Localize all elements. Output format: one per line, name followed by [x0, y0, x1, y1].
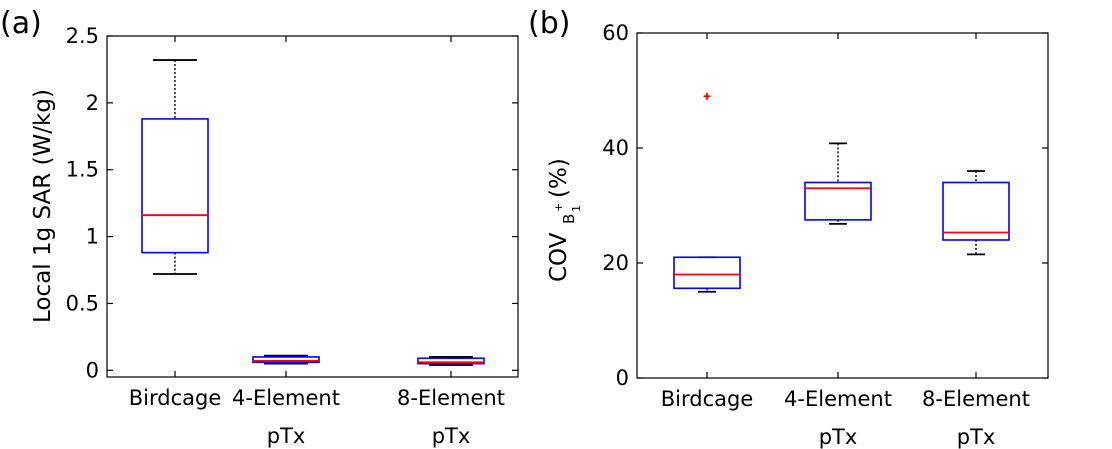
ytick-label: 0: [86, 358, 99, 382]
panel-a: (a) Local 1g SAR (W/kg) 0 0.5 1 1.5 2 2.5 Bir…: [0, 6, 519, 448]
panel-b-ylabel: COV B + 1 (%): [546, 158, 583, 282]
panel-a-ylabel: Local 1g SAR (W/kg): [30, 89, 56, 323]
xtick-label: pTx: [267, 424, 306, 448]
ytick-label: 1.5: [66, 158, 99, 182]
xtick-label: Birdcage: [129, 386, 222, 410]
panel-b-ylabel-suffix: (%): [546, 158, 572, 198]
ytick-label: 40: [602, 136, 629, 160]
panel-b-ylabel-sub: B: [560, 214, 578, 224]
xtick-label: 8-Element: [922, 387, 1030, 411]
ytick-label: 20: [602, 251, 629, 275]
iqr-box: [804, 181, 872, 221]
panel-b-label: (b): [528, 6, 570, 41]
panel-b-axes: [636, 32, 1049, 379]
panel-b-ylabel-main: COV: [546, 232, 572, 282]
xtick-label: 8-Element: [397, 386, 505, 410]
panel-a-axes: [106, 35, 519, 378]
ytick-label: 0.5: [66, 291, 99, 315]
ytick-label: 2.5: [66, 24, 99, 48]
panel-a-boxes: [141, 59, 485, 366]
panel-a-xticks: Birdcage 4-Element pTx 8-Element pTx: [129, 36, 505, 448]
xtick-label: pTx: [957, 425, 996, 449]
panel-b: (b) COV B + 1 (%) 0 20 40 60 Birdcage 4-Elem…: [528, 6, 1049, 449]
panel-b-yticks: 0 20 40 60: [602, 21, 1048, 390]
xtick-label: Birdcage: [661, 387, 754, 411]
panel-b-boxes: [673, 92, 1010, 293]
iqr-box: [673, 256, 741, 290]
panel-b-ylabel-sup: +: [552, 203, 565, 212]
xtick-label: pTx: [432, 424, 471, 448]
panel-b-ylabel-subsub: 1: [570, 205, 583, 212]
iqr-box: [141, 118, 209, 254]
xtick-label: pTx: [819, 425, 858, 449]
panel-b-xticks: Birdcage 4-Element pTx 8-Element pTx: [661, 33, 1030, 449]
iqr-box: [942, 181, 1010, 241]
xtick-label: 4-Element: [784, 387, 892, 411]
ytick-label: 1: [86, 225, 99, 249]
panel-a-yticks: 0 0.5 1 1.5 2 2.5: [66, 24, 518, 382]
ytick-label: 60: [602, 21, 629, 45]
xtick-label: 4-Element: [232, 386, 340, 410]
iqr-box: [252, 356, 320, 364]
ytick-label: 0: [616, 366, 629, 390]
iqr-box: [417, 357, 485, 365]
outlier-marker: [703, 92, 711, 100]
ytick-label: 2: [86, 91, 99, 115]
panel-a-label: (a): [0, 6, 42, 41]
